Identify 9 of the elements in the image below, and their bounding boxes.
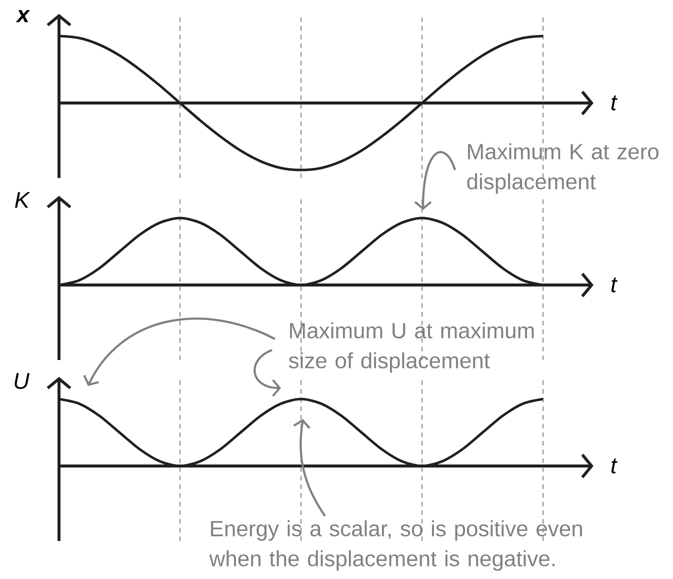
annotation: Maximum K at zero displacement	[467, 143, 658, 194]
y-axis-title: U	[14, 373, 30, 389]
x-axis-title: t	[611, 458, 618, 474]
text: Maximum U at maximum size of displacement	[288, 322, 534, 373]
text: Energy is a scalar, so is positive even when the displacement is negative.	[209, 520, 582, 571]
x-axis-title: t	[611, 96, 618, 110]
y-axis-title: x	[16, 10, 30, 22]
x-axis-title: t	[611, 278, 618, 292]
y-axis-title: K	[14, 192, 30, 208]
